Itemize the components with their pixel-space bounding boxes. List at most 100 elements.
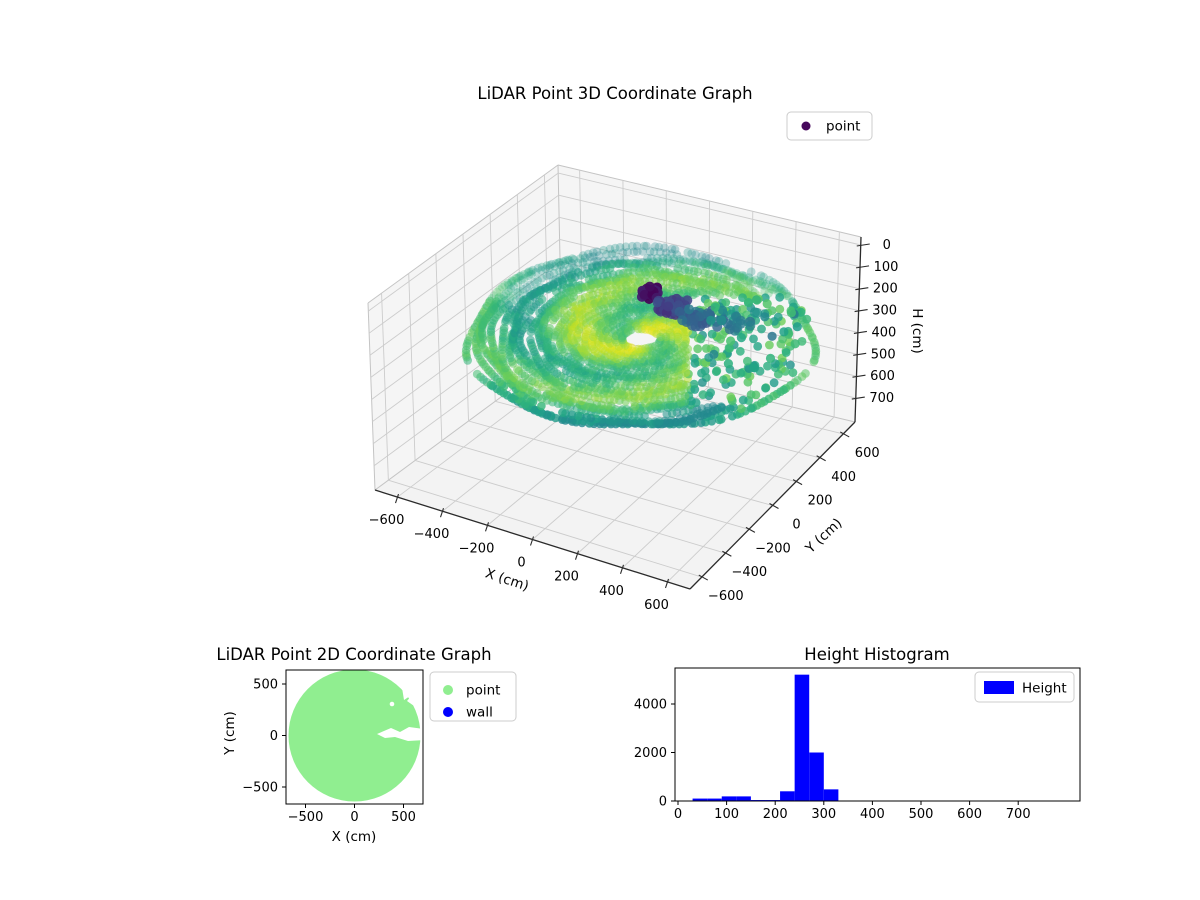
scatter-point: [700, 366, 710, 376]
scatter-point: [691, 258, 701, 267]
scatter-point: [736, 368, 746, 378]
y-tick-mark: [816, 455, 826, 462]
scatter-point: [713, 263, 722, 273]
scatter-point: [589, 252, 598, 261]
scatter-point: [689, 379, 699, 389]
scatter-point: [647, 253, 656, 263]
x-tick-mark: [619, 564, 625, 574]
cluster-point: [674, 306, 685, 317]
grid-line-h: [371, 261, 561, 400]
scatter-point: [560, 260, 570, 269]
scatter-point: [515, 272, 524, 281]
scatter-point: [690, 353, 699, 363]
scatter-point: [667, 415, 676, 425]
scatter-point: [807, 332, 817, 342]
gap-slit: [377, 727, 423, 741]
plot-2d-title: LiDAR Point 2D Coordinate Graph: [216, 645, 491, 664]
scatter-point: [520, 274, 529, 283]
scatter-point: [705, 254, 714, 263]
x-tick-mark: [574, 550, 580, 560]
legend-marker-wall: [443, 707, 453, 717]
scatter-point: [554, 258, 563, 267]
cluster-point: [731, 311, 742, 322]
scatter-point: [621, 242, 631, 251]
grid-line-h: [369, 216, 560, 356]
scatter-point: [551, 259, 560, 268]
h-tick-label: 600: [870, 369, 895, 384]
h-tick-mark: [852, 374, 866, 378]
scatter-point: [675, 254, 685, 264]
legend-frame: [786, 111, 873, 141]
histogram-tick-labels: 0 100 200 300 400 500 600 700 0 2000 4000: [634, 698, 1031, 823]
scatter-point: [756, 271, 766, 281]
scatter-point: [702, 260, 712, 269]
scatter-point: [781, 348, 791, 357]
scatter-point: [758, 278, 767, 287]
scatter-point: [589, 248, 598, 257]
scatter-point: [669, 256, 679, 266]
y-tick-mark: [722, 550, 732, 557]
scatter-point: [504, 286, 513, 296]
scatter-point: [707, 329, 717, 339]
hist-bar: [707, 798, 722, 801]
scatter-point: [558, 265, 568, 275]
scatter-point: [703, 298, 713, 308]
scatter-point: [757, 324, 766, 334]
scatter-point: [558, 408, 567, 417]
scatter-point: [703, 260, 713, 270]
scatter-point: [769, 378, 779, 388]
grid-line-y: [441, 440, 750, 530]
scatter-point: [499, 291, 509, 301]
scatter-point: [790, 339, 800, 349]
grid-line-x: [462, 233, 469, 422]
scatter-point: [759, 272, 768, 282]
x-tick-label: −600: [369, 513, 405, 528]
scatter-point: [509, 282, 518, 291]
scatter-point: [656, 247, 665, 257]
gap-notch: [407, 694, 423, 713]
scatter-point: [472, 369, 482, 379]
cluster-point: [663, 301, 674, 312]
scatter-point: [754, 279, 763, 288]
h-tick-label: 700: [869, 391, 894, 406]
scatter-point: [760, 286, 769, 296]
scatter-point: [721, 259, 731, 268]
scatter-point: [667, 249, 676, 258]
scatter-point: [643, 253, 652, 263]
scatter-point: [642, 241, 651, 251]
scatter-point: [697, 251, 707, 261]
scatter-point: [501, 289, 511, 299]
hist-bar: [736, 796, 751, 801]
scatter-point: [559, 257, 568, 266]
scatter-point: [526, 335, 535, 345]
scatter-point: [707, 260, 716, 269]
gap-notch: [399, 670, 423, 703]
scatter-point: [702, 258, 712, 268]
plot-3d-zlabel: H (cm): [909, 308, 925, 354]
scatter-point: [698, 378, 707, 387]
y-tick-mark: [745, 526, 756, 533]
plot-2d: −500 0 500 500 0 −500 LiDAR Point 2D Coordina…: [216, 645, 517, 845]
scatter-point: [727, 269, 737, 278]
hist-bar: [823, 789, 839, 801]
scatter-point: [672, 250, 682, 259]
grid-line-h: [368, 172, 559, 312]
x-tick-label: 400: [599, 584, 624, 599]
scatter-point: [663, 259, 672, 268]
scatter-point: [749, 334, 758, 344]
scatter-point: [517, 275, 526, 285]
scatter-point: [706, 388, 715, 397]
scatter-point: [687, 257, 696, 267]
scatter-point: [729, 290, 739, 300]
scatter-point: [735, 346, 745, 356]
y-tick-label: −400: [731, 565, 767, 580]
h-tick-mark: [855, 265, 870, 269]
gap-hole: [390, 670, 396, 676]
scatter-point: [691, 250, 700, 259]
scatter-point: [743, 276, 752, 286]
scatter-point: [516, 271, 526, 281]
scatter-point: [618, 248, 628, 257]
scatter-point: [565, 256, 574, 265]
scatter-point: [549, 268, 559, 278]
scatter-point: [779, 327, 789, 337]
